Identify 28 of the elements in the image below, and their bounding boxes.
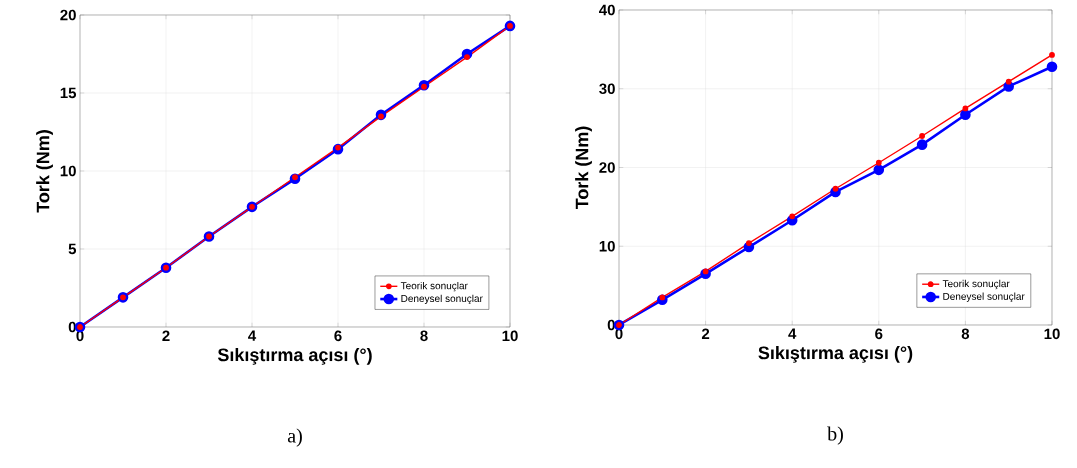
y-tick-label: 30 bbox=[599, 83, 615, 95]
x-tick-label: 4 bbox=[248, 330, 257, 341]
y-tick-label: 40 bbox=[599, 4, 615, 16]
x-tick-label: 8 bbox=[420, 330, 428, 342]
y-axis-title: Tork (Nm) bbox=[36, 130, 53, 213]
legend-label: Deneysel sonuçlar bbox=[943, 292, 1025, 302]
y-tick-label: 10 bbox=[60, 165, 76, 177]
x-tick-label: 4 bbox=[788, 328, 797, 339]
y-tick-label: 20 bbox=[60, 9, 76, 21]
y-tick-label: 10 bbox=[599, 240, 615, 252]
y-tick-label: 5 bbox=[68, 243, 77, 255]
text: a) bbox=[287, 428, 302, 447]
x-tick-label: 2 bbox=[701, 328, 710, 339]
y-axis-title: Tork (Nm) bbox=[575, 126, 592, 210]
x-tick-label: 10 bbox=[502, 330, 518, 342]
x-axis-title: Sıkıştırma açısı (°) bbox=[758, 346, 913, 363]
y-tick-label: 15 bbox=[60, 87, 77, 99]
legend-label: Teorik sonuçlar bbox=[400, 281, 468, 292]
text: b) bbox=[827, 426, 843, 445]
x-tick-label: 2 bbox=[162, 330, 170, 341]
x-tick-label: 6 bbox=[334, 330, 342, 342]
legend-label: Deneysel sonuçlar bbox=[401, 294, 483, 305]
legend-label: Teorik sonuçlar bbox=[942, 279, 1010, 290]
x-tick-label: 8 bbox=[961, 328, 970, 340]
x-axis-title: Sıkıştırma açısı (°) bbox=[217, 348, 372, 365]
y-tick-label: 20 bbox=[599, 162, 615, 173]
x-tick-label: 6 bbox=[875, 328, 883, 340]
x-tick-label: 10 bbox=[1044, 328, 1060, 340]
